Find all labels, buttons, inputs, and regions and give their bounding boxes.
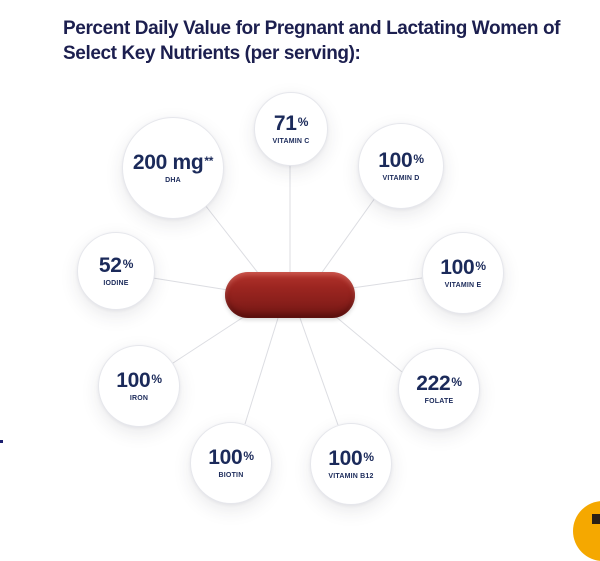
- nutrient-value: 200 mg: [132, 151, 204, 174]
- connector-lines: [152, 164, 423, 426]
- nutrient-vitamin-d: 100% VITAMIN D: [358, 123, 444, 209]
- nutrient-vitamin-c: 71% VITAMIN C: [254, 92, 328, 166]
- nutrient-label: VITAMIN D: [382, 175, 420, 182]
- connector-folate: [334, 315, 403, 373]
- nutrient-label: VITAMIN B12: [328, 473, 374, 480]
- nutrient-unit: **: [204, 154, 214, 168]
- nutrient-value: 100: [328, 447, 363, 470]
- nutrient-label: IRON: [129, 395, 149, 402]
- nutrient-unit: %: [122, 257, 134, 271]
- connector-vitamin-b12: [299, 317, 339, 426]
- connector-biotin: [244, 317, 279, 425]
- nutrient-vitamin-b12: 100% VITAMIN B12: [310, 423, 392, 505]
- edge-marker: [0, 440, 3, 443]
- nutrient-unit: %: [475, 259, 486, 273]
- connector-dha: [204, 204, 263, 279]
- nutrient-unit: %: [151, 372, 162, 386]
- nutrient-iron: 100% IRON: [98, 345, 180, 427]
- connector-vitamin-e: [351, 277, 423, 289]
- nutrient-label: VITAMIN E: [444, 282, 482, 289]
- nutrient-value: 100: [116, 369, 151, 392]
- nutrient-label: BIOTIN: [218, 472, 244, 479]
- nutrient-value: 52: [98, 254, 122, 277]
- nutrient-unit: %: [363, 450, 374, 464]
- nutrient-vitamin-e: 100% VITAMIN E: [422, 232, 504, 314]
- chat-icon: [592, 514, 600, 524]
- nutrient-value: 71: [273, 112, 297, 135]
- nutrient-folate: 222% FOLATE: [398, 348, 480, 430]
- nutrient-dha: 200 mg** DHA: [122, 117, 224, 219]
- connector-vitamin-d: [317, 197, 376, 279]
- nutrient-unit: %: [297, 115, 309, 129]
- softgel-capsule-icon: [225, 272, 355, 318]
- nutrient-iodine: 52% IODINE: [77, 232, 155, 310]
- nutrient-biotin: 100% BIOTIN: [190, 422, 272, 504]
- nutrient-label: FOLATE: [424, 398, 454, 405]
- nutrient-value: 100: [208, 446, 243, 469]
- nutrient-unit: %: [243, 449, 254, 463]
- nutrient-value: 222: [416, 372, 451, 395]
- nutrient-unit: %: [451, 375, 462, 389]
- nutrient-label: IODINE: [103, 280, 129, 287]
- connector-iodine: [152, 277, 229, 291]
- nutrient-unit: %: [413, 152, 424, 166]
- connector-iron: [169, 315, 246, 366]
- nutrient-label: DHA: [165, 177, 181, 184]
- nutrient-value: 100: [440, 256, 475, 279]
- page-title: Percent Daily Value for Pregnant and Lac…: [63, 18, 561, 64]
- nutrient-value: 100: [378, 149, 413, 172]
- nutrient-label: VITAMIN C: [272, 138, 310, 145]
